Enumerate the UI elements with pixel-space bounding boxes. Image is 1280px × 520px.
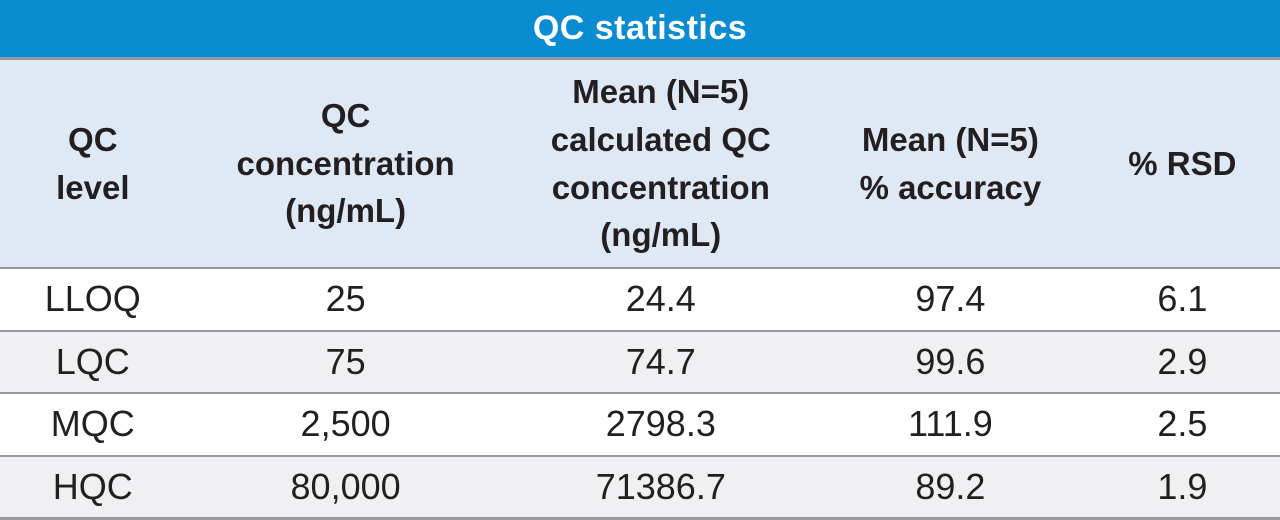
table-cell-rsd: 1.9 (1157, 465, 1208, 507)
table-cell-mean-accuracy: 97.4 (915, 278, 986, 320)
column-header-rsd: % RSD (1128, 144, 1237, 182)
table-cell-mean-calculated-concentration: 24.4 (625, 278, 696, 320)
column-header-qc-concentration: QC concentration (ng/mL) (236, 97, 455, 230)
table-cell-qc-level: HQC (52, 465, 133, 507)
table-cell-qc-level: LQC (55, 340, 130, 382)
table-cell-rsd: 2.5 (1157, 403, 1208, 445)
table-cell-rsd: 6.1 (1157, 278, 1208, 320)
column-header-qc-level: QC level (56, 120, 130, 206)
table-title-bar: QC statistics (0, 0, 1280, 60)
table-cell-mean-accuracy: 89.2 (915, 465, 986, 507)
table-title: QC statistics (532, 9, 748, 47)
table-cell-qc-concentration: 2,500 (300, 403, 391, 445)
table-cell-mean-accuracy: 111.9 (908, 403, 993, 445)
table-row-mqc: MQC 2,500 2798.3 111.9 2.5 (0, 392, 1280, 455)
table-cell-mean-accuracy: 99.6 (915, 340, 986, 382)
table-header-row: QC level QC concentration (ng/mL) Mean (… (0, 60, 1280, 267)
table-cell-qc-level: LLOQ (44, 278, 141, 320)
table-cell-rsd: 2.9 (1157, 340, 1208, 382)
table-row-lqc: LQC 75 74.7 99.6 2.9 (0, 329, 1280, 392)
table-cell-qc-level: MQC (50, 403, 135, 445)
table-cell-mean-calculated-concentration: 2798.3 (605, 403, 716, 445)
table-cell-qc-concentration: 75 (325, 340, 366, 382)
table-cell-mean-calculated-concentration: 71386.7 (595, 465, 726, 507)
table-cell-qc-concentration: 80,000 (290, 465, 401, 507)
column-header-mean-calculated-concentration: Mean (N=5) calculated QC concentration (… (550, 73, 771, 254)
table-cell-qc-concentration: 25 (325, 278, 366, 320)
table-row-lloq: LLOQ 25 24.4 97.4 6.1 (0, 267, 1280, 330)
table-row-hqc: HQC 80,000 71386.7 89.2 1.9 (0, 454, 1280, 517)
column-header-mean-accuracy: Mean (N=5) % accuracy (859, 120, 1042, 206)
table-cell-mean-calculated-concentration: 74.7 (625, 340, 696, 382)
